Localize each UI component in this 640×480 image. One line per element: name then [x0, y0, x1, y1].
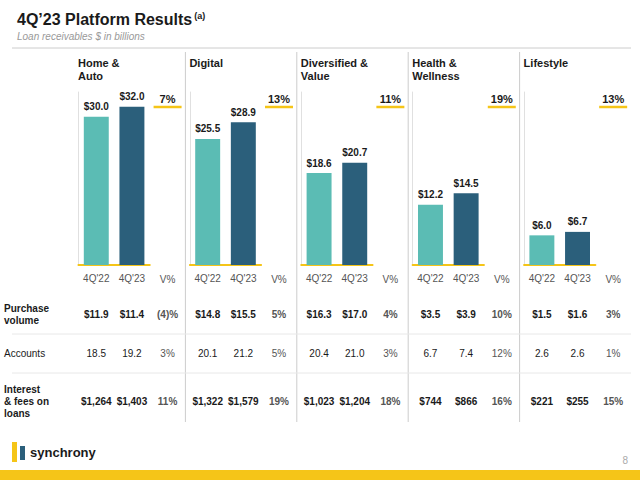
svg-text:Lifestyle: Lifestyle — [524, 57, 569, 69]
svg-text:$30.0: $30.0 — [84, 101, 109, 112]
svg-text:$1.5: $1.5 — [532, 309, 552, 320]
svg-text:$6.0: $6.0 — [532, 220, 552, 231]
svg-text:19%: 19% — [269, 396, 289, 407]
svg-text:5%: 5% — [272, 309, 287, 320]
svg-text:3%: 3% — [606, 309, 621, 320]
svg-text:V%: V% — [271, 274, 287, 285]
svg-text:4Q'23: 4Q'23 — [453, 273, 480, 284]
svg-text:$18.6: $18.6 — [307, 158, 332, 169]
svg-text:4Q’23 Platform Results: 4Q’23 Platform Results — [17, 11, 192, 28]
svg-text:$12.2: $12.2 — [418, 189, 443, 200]
svg-text:(4)%: (4)% — [157, 309, 178, 320]
svg-text:19%: 19% — [491, 93, 513, 105]
svg-text:$3.9: $3.9 — [456, 309, 476, 320]
svg-text:20.4: 20.4 — [309, 348, 329, 359]
svg-text:Home &: Home & — [78, 57, 120, 69]
svg-text:Digital: Digital — [189, 57, 223, 69]
svg-text:loans: loans — [4, 408, 31, 419]
svg-text:$16.3: $16.3 — [307, 309, 332, 320]
svg-text:7%: 7% — [160, 93, 176, 105]
svg-text:$20.7: $20.7 — [342, 147, 367, 158]
svg-text:$11.4: $11.4 — [120, 309, 145, 320]
svg-text:$744: $744 — [419, 396, 442, 407]
svg-text:volume: volume — [4, 315, 39, 326]
svg-text:$32.0: $32.0 — [119, 91, 144, 102]
svg-text:$25.5: $25.5 — [195, 123, 220, 134]
svg-text:$1,204: $1,204 — [339, 396, 370, 407]
svg-text:$28.9: $28.9 — [231, 107, 256, 118]
svg-text:V%: V% — [605, 274, 621, 285]
svg-text:4Q'22: 4Q'22 — [83, 273, 110, 284]
svg-text:$11.9: $11.9 — [84, 309, 109, 320]
svg-text:$17.0: $17.0 — [342, 309, 367, 320]
svg-text:11%: 11% — [158, 396, 178, 407]
svg-text:2.6: 2.6 — [535, 348, 549, 359]
svg-text:3%: 3% — [160, 348, 175, 359]
svg-text:$1,322: $1,322 — [192, 396, 223, 407]
svg-text:V%: V% — [494, 274, 510, 285]
svg-text:$6.7: $6.7 — [568, 216, 588, 227]
svg-text:4%: 4% — [383, 309, 398, 320]
svg-text:4Q'22: 4Q'22 — [194, 273, 221, 284]
svg-text:& fees on: & fees on — [4, 396, 49, 407]
svg-text:$221: $221 — [531, 396, 554, 407]
svg-text:11%: 11% — [380, 93, 402, 105]
svg-text:13%: 13% — [602, 93, 624, 105]
svg-text:Health &: Health & — [412, 57, 457, 69]
svg-text:synchrony: synchrony — [30, 445, 97, 460]
svg-text:Interest: Interest — [4, 384, 41, 395]
svg-text:13%: 13% — [268, 93, 290, 105]
svg-text:1%: 1% — [606, 348, 621, 359]
svg-text:15%: 15% — [603, 396, 623, 407]
svg-text:Diversified &: Diversified & — [301, 57, 368, 69]
svg-text:$866: $866 — [455, 396, 478, 407]
svg-text:Wellness: Wellness — [412, 70, 460, 82]
svg-text:8: 8 — [622, 455, 628, 466]
svg-text:4Q'23: 4Q'23 — [564, 273, 591, 284]
svg-text:$1,264: $1,264 — [81, 396, 112, 407]
svg-text:4Q'23: 4Q'23 — [342, 273, 369, 284]
svg-text:7.4: 7.4 — [459, 348, 473, 359]
svg-text:18.5: 18.5 — [87, 348, 107, 359]
svg-text:21.0: 21.0 — [345, 348, 365, 359]
svg-text:$1,023: $1,023 — [304, 396, 335, 407]
svg-text:19.2: 19.2 — [122, 348, 142, 359]
svg-text:$1,403: $1,403 — [117, 396, 148, 407]
svg-text:4Q'23: 4Q'23 — [119, 273, 146, 284]
svg-text:(a): (a) — [194, 11, 205, 21]
svg-text:2.6: 2.6 — [571, 348, 585, 359]
svg-text:21.2: 21.2 — [234, 348, 254, 359]
svg-text:Value: Value — [301, 70, 330, 82]
svg-text:6.7: 6.7 — [424, 348, 438, 359]
svg-text:$255: $255 — [566, 396, 589, 407]
svg-text:18%: 18% — [380, 396, 400, 407]
svg-text:$14.8: $14.8 — [195, 309, 220, 320]
svg-text:4Q'22: 4Q'22 — [417, 273, 444, 284]
svg-text:12%: 12% — [492, 348, 512, 359]
svg-text:4Q'22: 4Q'22 — [306, 273, 333, 284]
svg-text:$15.5: $15.5 — [231, 309, 256, 320]
svg-text:5%: 5% — [272, 348, 287, 359]
svg-text:Loan receivables $ in billions: Loan receivables $ in billions — [17, 31, 145, 42]
svg-text:3%: 3% — [383, 348, 398, 359]
svg-text:$3.5: $3.5 — [421, 309, 441, 320]
svg-text:4Q'23: 4Q'23 — [230, 273, 257, 284]
svg-text:$14.5: $14.5 — [454, 178, 479, 189]
svg-text:16%: 16% — [492, 396, 512, 407]
svg-text:20.1: 20.1 — [198, 348, 218, 359]
svg-text:V%: V% — [383, 274, 399, 285]
svg-text:10%: 10% — [492, 309, 512, 320]
svg-text:$1,579: $1,579 — [228, 396, 259, 407]
svg-text:Purchase: Purchase — [4, 303, 49, 314]
svg-text:V%: V% — [160, 274, 176, 285]
svg-text:Accounts: Accounts — [4, 348, 45, 359]
svg-text:4Q'22: 4Q'22 — [529, 273, 556, 284]
svg-text:Auto: Auto — [78, 70, 103, 82]
svg-text:$1.6: $1.6 — [568, 309, 588, 320]
